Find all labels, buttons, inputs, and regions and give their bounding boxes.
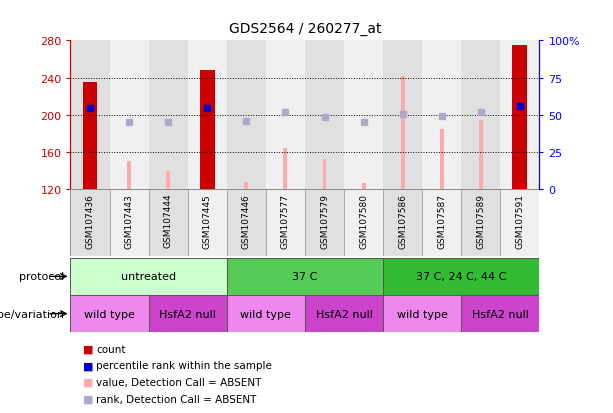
Bar <box>500 190 539 256</box>
Bar <box>266 190 305 256</box>
Text: count: count <box>96 344 126 354</box>
Text: 37 C: 37 C <box>292 272 318 282</box>
Text: wild type: wild type <box>240 309 291 319</box>
Bar <box>110 190 149 256</box>
Bar <box>149 295 227 332</box>
Bar <box>401 76 405 190</box>
Text: GSM107589: GSM107589 <box>476 193 485 248</box>
Bar <box>383 190 422 256</box>
Bar <box>70 258 227 295</box>
Bar <box>70 295 149 332</box>
Bar <box>462 295 539 332</box>
Bar <box>83 83 97 190</box>
Bar <box>149 41 188 190</box>
Bar <box>440 130 444 190</box>
Bar <box>305 295 383 332</box>
Text: wild type: wild type <box>397 309 447 319</box>
Text: ■: ■ <box>83 377 93 387</box>
Bar <box>322 159 327 190</box>
Text: genotype/variation: genotype/variation <box>0 309 64 319</box>
Text: protocol: protocol <box>19 272 64 282</box>
Bar <box>344 190 383 256</box>
Text: GSM107579: GSM107579 <box>320 193 329 248</box>
Bar <box>245 183 248 190</box>
Bar <box>344 41 383 190</box>
Bar <box>383 41 422 190</box>
Text: value, Detection Call = ABSENT: value, Detection Call = ABSENT <box>96 377 262 387</box>
Bar <box>227 41 266 190</box>
Bar <box>422 190 462 256</box>
Text: rank, Detection Call = ABSENT: rank, Detection Call = ABSENT <box>96 394 257 404</box>
Text: GSM107586: GSM107586 <box>398 193 407 248</box>
Bar <box>500 41 539 190</box>
Bar <box>188 190 227 256</box>
Text: ■: ■ <box>83 361 93 370</box>
Text: untreated: untreated <box>121 272 176 282</box>
Text: ■: ■ <box>83 394 93 404</box>
Bar <box>188 41 227 190</box>
Bar <box>422 41 462 190</box>
Text: wild type: wild type <box>84 309 135 319</box>
Text: GSM107443: GSM107443 <box>124 193 134 248</box>
Text: HsfA2 null: HsfA2 null <box>472 309 529 319</box>
Text: 37 C, 24 C, 44 C: 37 C, 24 C, 44 C <box>416 272 506 282</box>
Bar <box>110 41 149 190</box>
Bar <box>227 295 305 332</box>
Bar <box>462 41 500 190</box>
Text: HsfA2 null: HsfA2 null <box>316 309 373 319</box>
Text: GSM107580: GSM107580 <box>359 193 368 248</box>
Bar <box>127 162 131 190</box>
Bar <box>383 258 539 295</box>
Bar <box>266 41 305 190</box>
Bar <box>227 190 266 256</box>
Bar <box>305 41 344 190</box>
Bar <box>283 148 287 190</box>
Bar <box>166 171 170 190</box>
Text: GSM107444: GSM107444 <box>164 193 173 248</box>
Text: GSM107445: GSM107445 <box>203 193 211 248</box>
Bar <box>479 120 483 190</box>
Bar <box>383 295 462 332</box>
Text: GSM107446: GSM107446 <box>242 193 251 248</box>
Text: percentile rank within the sample: percentile rank within the sample <box>96 361 272 370</box>
Bar <box>70 41 110 190</box>
Bar <box>149 190 188 256</box>
Text: GSM107577: GSM107577 <box>281 193 290 248</box>
Text: GSM107587: GSM107587 <box>437 193 446 248</box>
Text: GSM107436: GSM107436 <box>86 193 94 248</box>
Title: GDS2564 / 260277_at: GDS2564 / 260277_at <box>229 22 381 36</box>
Bar <box>70 190 110 256</box>
Bar <box>200 71 215 190</box>
Text: HsfA2 null: HsfA2 null <box>159 309 216 319</box>
Bar <box>462 190 500 256</box>
Text: GSM107591: GSM107591 <box>516 193 524 248</box>
Bar <box>362 183 365 190</box>
Text: ■: ■ <box>83 344 93 354</box>
Bar <box>512 46 527 190</box>
Bar <box>227 258 383 295</box>
Bar <box>305 190 344 256</box>
